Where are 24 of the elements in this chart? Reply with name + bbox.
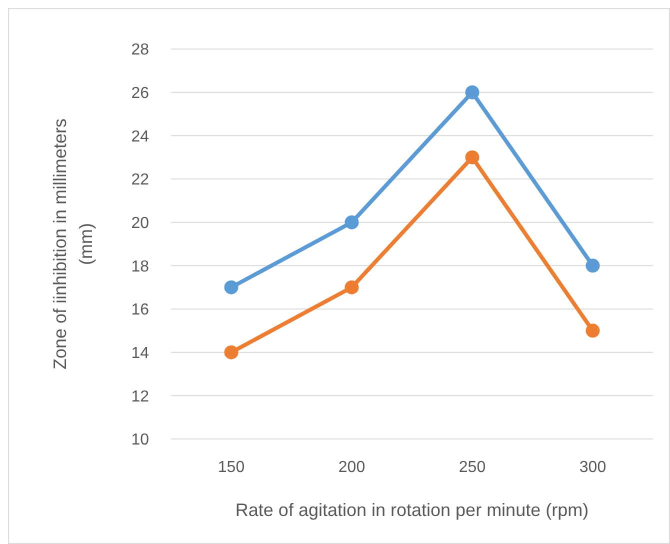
x-tick-label: 300 <box>579 459 606 476</box>
x-tick-label: 250 <box>458 459 486 476</box>
point <box>586 258 600 273</box>
point <box>224 345 238 360</box>
y-axis-title: Zone of iinhibition in millimeters (mm) <box>50 118 96 370</box>
x-axis-title: Rate of agitation in rotation per minute (rpm) <box>235 500 589 520</box>
y-tick-label: 12 <box>131 388 150 406</box>
point <box>224 280 238 294</box>
point <box>344 280 359 294</box>
y-tick-label: 20 <box>131 214 150 232</box>
x-tick-label: 200 <box>338 459 366 476</box>
y-tick-label: 16 <box>131 302 150 319</box>
x-tick-label: 150 <box>218 459 245 476</box>
y-tick-label: 10 <box>131 432 150 449</box>
y-tick-label: 28 <box>131 42 150 59</box>
point <box>586 324 600 338</box>
y-tick-label: 26 <box>131 84 150 102</box>
y-tick-label: 22 <box>131 172 150 189</box>
point <box>465 150 480 164</box>
y-tick-label: 18 <box>131 258 150 276</box>
y-tick-label: 14 <box>131 344 150 362</box>
point <box>465 85 480 100</box>
y-tick-label: 24 <box>131 128 150 146</box>
point <box>344 215 359 230</box>
